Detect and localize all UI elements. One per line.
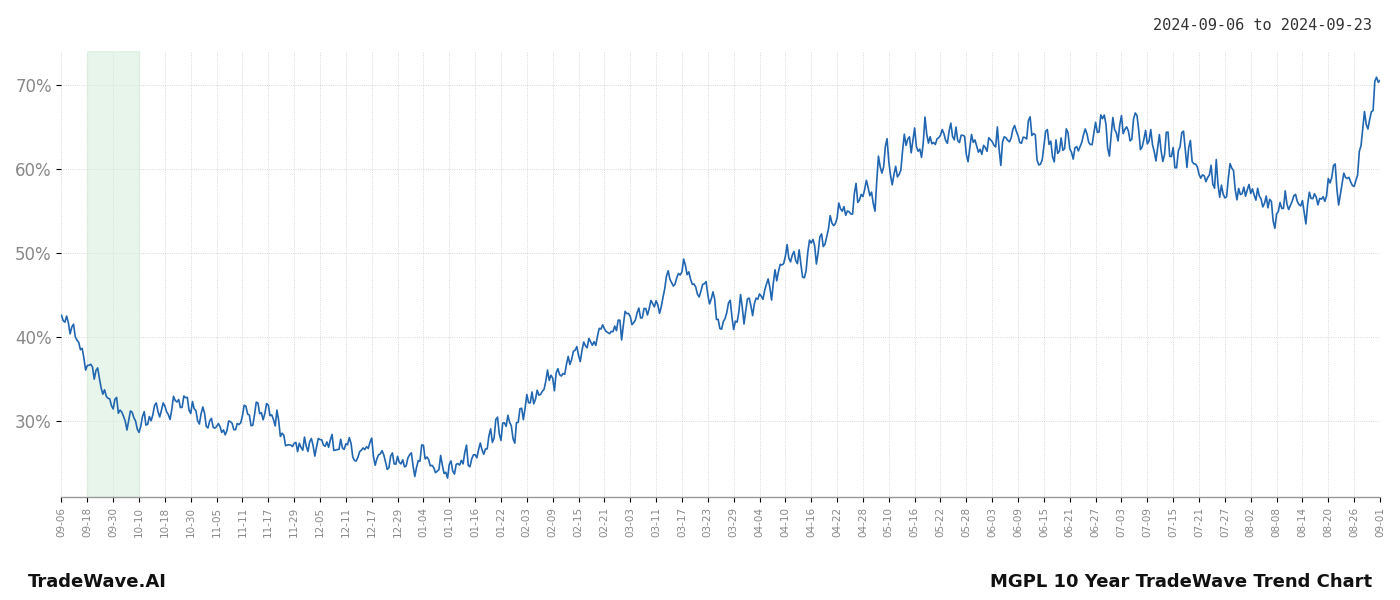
Text: TradeWave.AI: TradeWave.AI (28, 573, 167, 591)
Text: 2024-09-06 to 2024-09-23: 2024-09-06 to 2024-09-23 (1154, 18, 1372, 33)
Bar (87, 51, 139, 497)
Text: MGPL 10 Year TradeWave Trend Chart: MGPL 10 Year TradeWave Trend Chart (990, 573, 1372, 591)
